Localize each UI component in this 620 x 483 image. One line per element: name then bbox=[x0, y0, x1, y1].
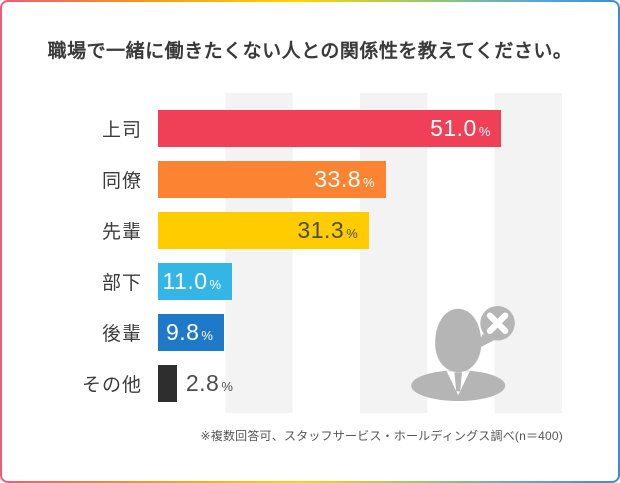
value-label: 33.8% bbox=[314, 168, 374, 191]
value-label: 31.3% bbox=[297, 219, 357, 242]
bar-1: 51.0% bbox=[158, 110, 502, 147]
percent-sign: % bbox=[209, 277, 222, 292]
person-with-x-speech-bubble-icon bbox=[411, 305, 515, 401]
bar-row: その他 2.8% bbox=[42, 358, 562, 409]
value-label: 11.0% bbox=[162, 270, 221, 293]
bar-track: 31.3% bbox=[158, 212, 562, 249]
category-label-1: 上司 bbox=[101, 120, 142, 141]
value-label: 51.0% bbox=[430, 117, 490, 140]
value-number: 51.0 bbox=[430, 115, 477, 141]
bar-track: 33.8% bbox=[158, 161, 562, 198]
bar-row: 同僚 33.8% bbox=[42, 154, 562, 205]
bar-6 bbox=[158, 365, 177, 402]
bar-track: 9.8% bbox=[158, 314, 562, 351]
percent-sign: % bbox=[363, 175, 375, 190]
value-number: 33.8 bbox=[314, 166, 362, 192]
category-label-3: 先輩 bbox=[101, 222, 142, 243]
footnote: ※複数回答可、スタッフサービス・ホールディングス調べ(n＝400) bbox=[200, 429, 563, 443]
bar-5: 9.8% bbox=[158, 314, 224, 351]
value-number: 31.3 bbox=[297, 217, 345, 243]
category-label-6: その他 bbox=[81, 375, 142, 396]
category-label-2: 同僚 bbox=[101, 171, 142, 192]
bar-track: 2.8% bbox=[158, 365, 562, 402]
bar-row: 先輩 31.3% bbox=[42, 205, 562, 256]
bar-2: 33.8% bbox=[158, 161, 386, 198]
bar-chart: 上司 51.0% 同僚 33.8% 先輩 31.3% 部下 11.0% 後輩 9.8% その他 2.8… bbox=[42, 93, 562, 413]
bar-rows: 上司 51.0% 同僚 33.8% 先輩 31.3% 部下 11.0% 後輩 9.8% その他 2.8… bbox=[42, 93, 562, 409]
chart-title: 職場で一緒に働きたくない人との関係性を教えてください。 bbox=[47, 41, 573, 62]
bar-3: 31.3% bbox=[158, 212, 369, 249]
bar-row: 部下 11.0% bbox=[42, 256, 562, 307]
x-mark-icon bbox=[486, 312, 509, 335]
value-number: 2.8 bbox=[185, 370, 220, 396]
category-label-5: 後輩 bbox=[101, 324, 142, 345]
bar-row: 後輩 9.8% bbox=[42, 307, 562, 358]
bar-track: 11.0% bbox=[158, 263, 562, 300]
bar-track: 51.0% bbox=[158, 110, 562, 147]
percent-sign: % bbox=[478, 124, 491, 139]
person-head bbox=[435, 308, 482, 373]
category-label-4: 部下 bbox=[101, 273, 142, 294]
percent-sign: % bbox=[201, 328, 213, 343]
value-label: 9.8% bbox=[166, 321, 213, 344]
value-number: 11.0 bbox=[162, 268, 208, 294]
value-label: 2.8% bbox=[186, 372, 233, 395]
value-number: 9.8 bbox=[165, 319, 200, 345]
person-tie bbox=[454, 372, 463, 392]
bar-row: 上司 51.0% bbox=[42, 103, 562, 154]
percent-sign: % bbox=[346, 226, 358, 241]
percent-sign: % bbox=[221, 379, 233, 394]
bar-4: 11.0% bbox=[158, 263, 233, 300]
